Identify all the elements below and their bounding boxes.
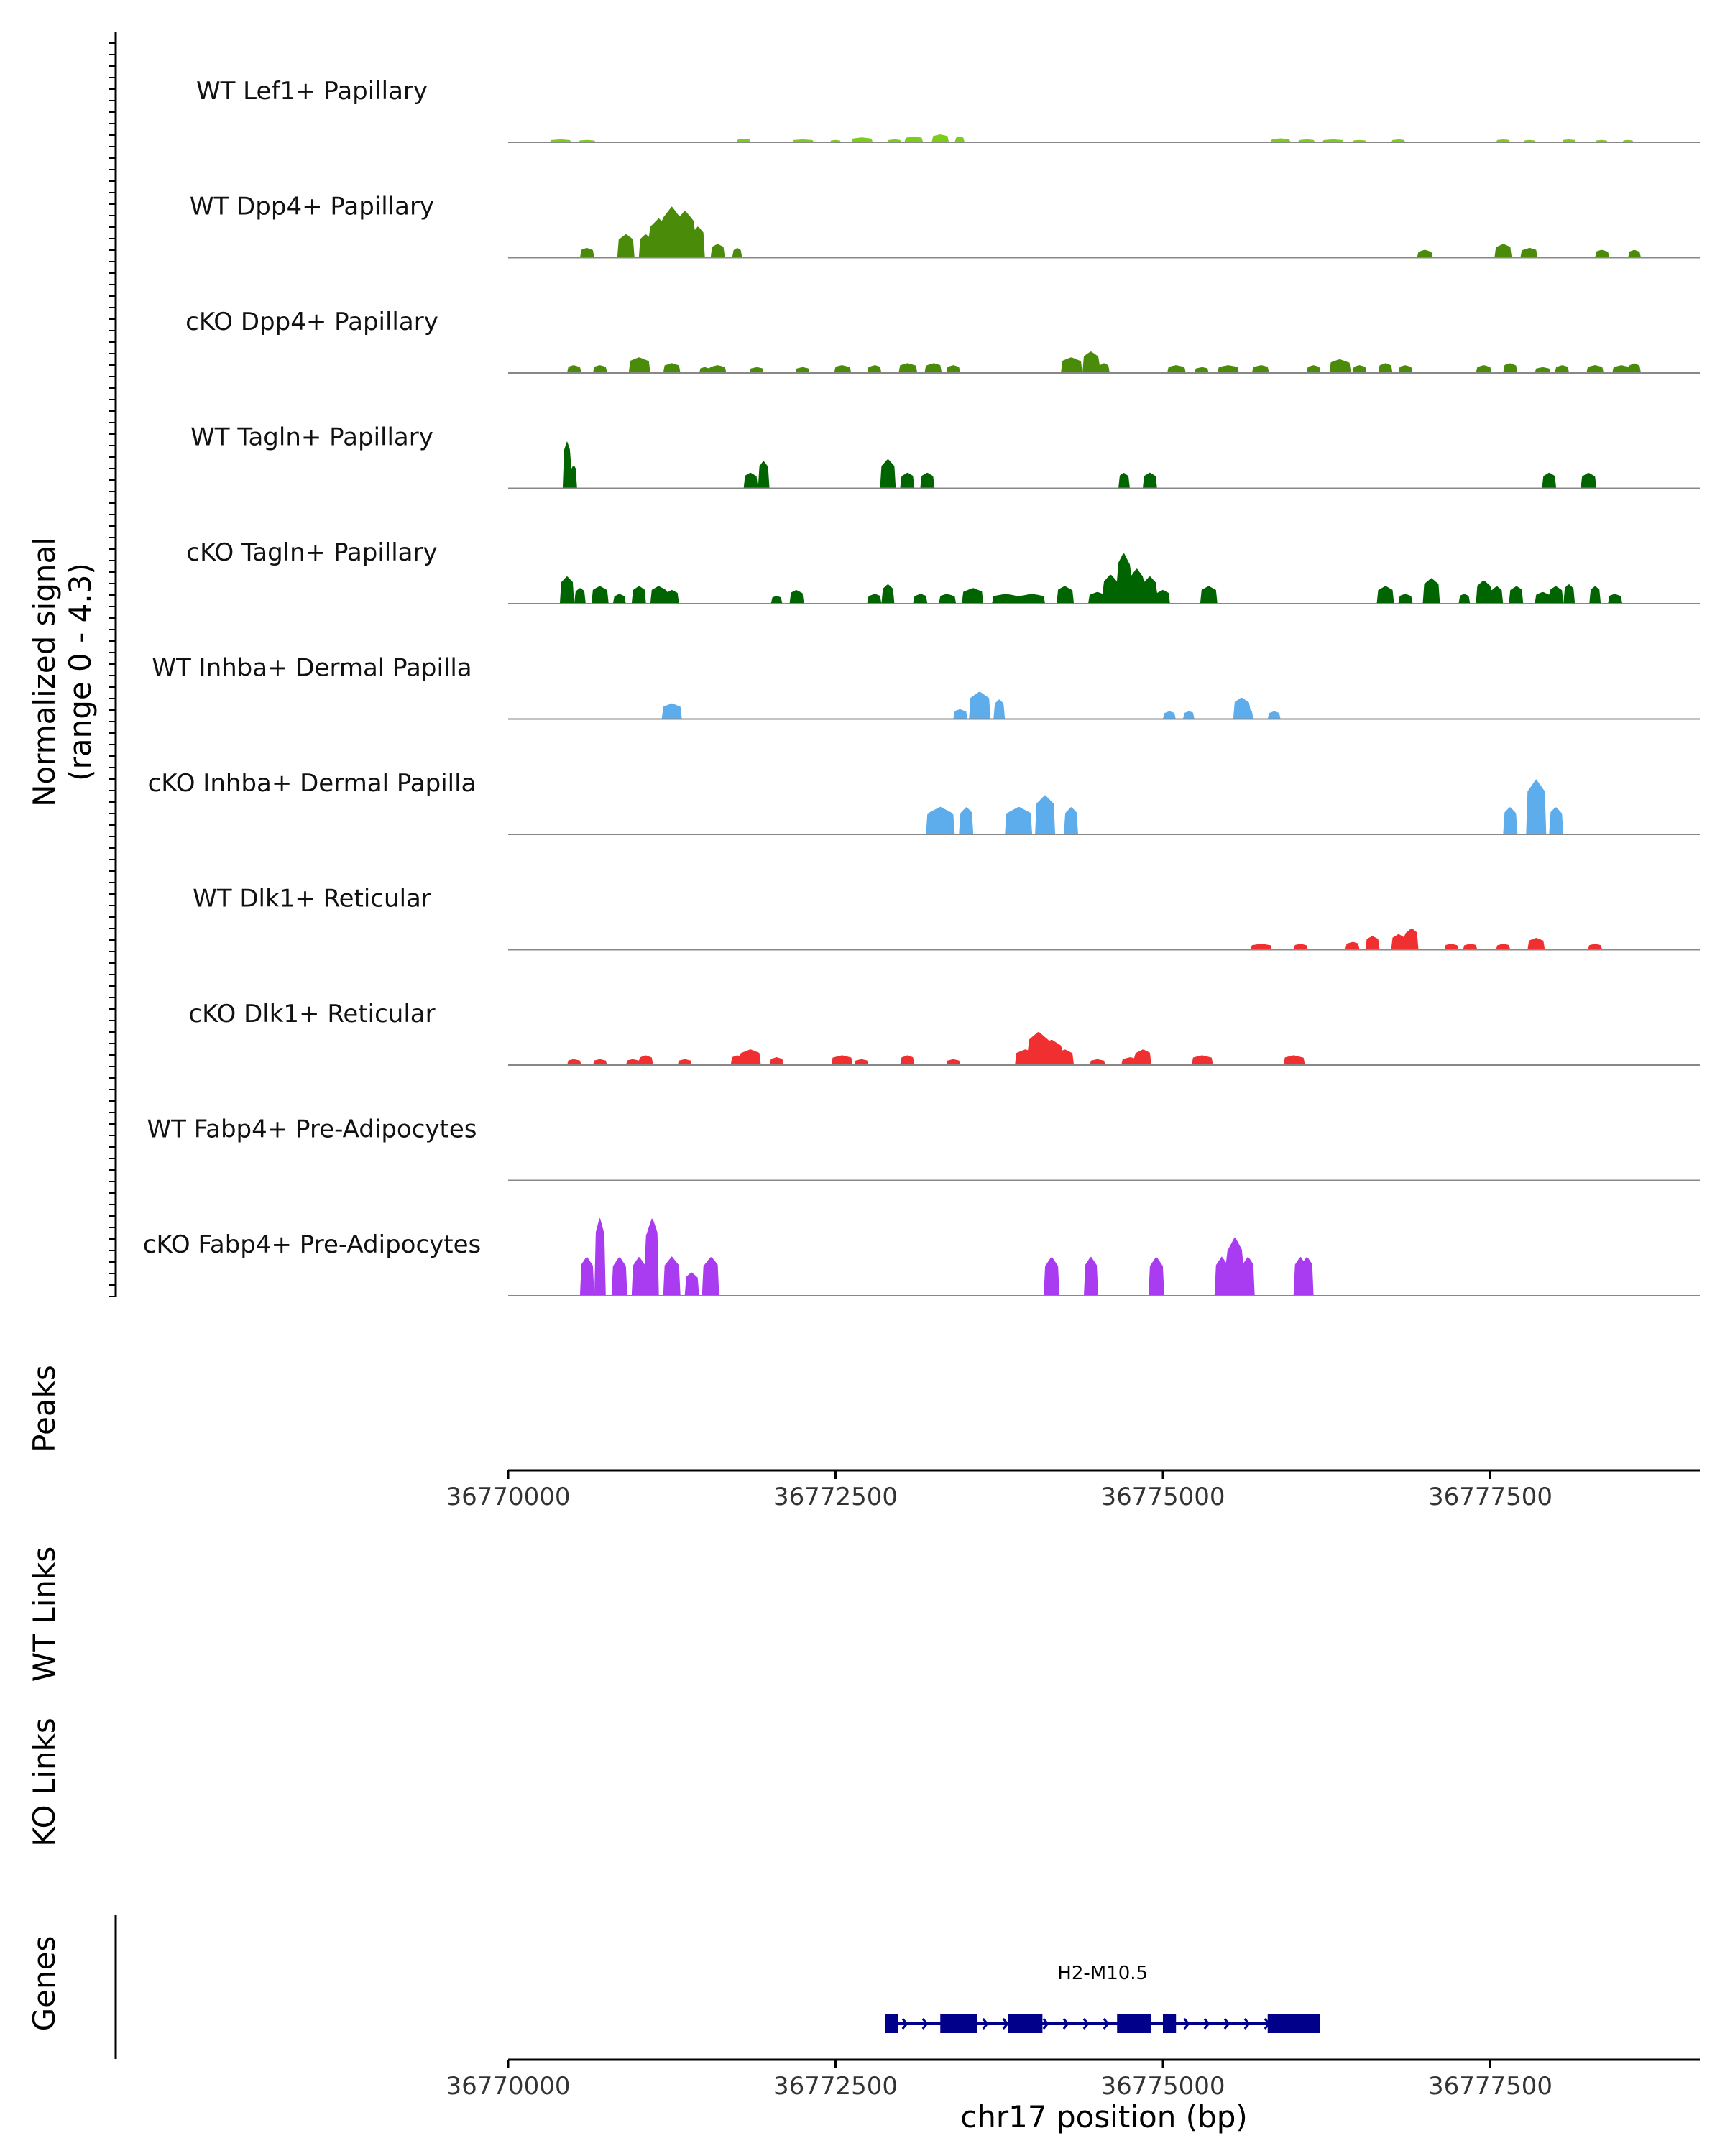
strand-arrow bbox=[1183, 2018, 1190, 2030]
coverage-area bbox=[508, 1032, 1700, 1065]
strand-arrow bbox=[1082, 2018, 1090, 2030]
track-label: WT Lef1+ Papillary bbox=[196, 77, 428, 106]
gene-exon bbox=[940, 2014, 978, 2033]
strand-arrow bbox=[901, 2018, 908, 2030]
wt-links-panel-label: WT Links bbox=[27, 1547, 62, 1682]
track-5: cKO Tagln+ Papillary bbox=[186, 538, 1700, 604]
y-axis-subtitle: (range 0 - 4.3) bbox=[63, 563, 98, 781]
track-label: WT Inhba+ Dermal Papilla bbox=[152, 654, 472, 683]
peaks-panel-label: Peaks bbox=[27, 1365, 62, 1452]
strand-arrow bbox=[1042, 2018, 1049, 2030]
strand-arrow bbox=[1203, 2018, 1210, 2030]
track-11: cKO Fabp4+ Pre-Adipocytes bbox=[143, 1217, 1700, 1296]
coverage-area bbox=[508, 1217, 1700, 1296]
coverage-area bbox=[508, 134, 1700, 142]
strand-arrow bbox=[982, 2018, 989, 2030]
strand-arrow bbox=[1243, 2018, 1251, 2030]
gene-exon bbox=[1162, 2014, 1177, 2033]
coverage-tracks: WT Lef1+ Papillary WT Dpp4+ Papillary cKO … bbox=[143, 77, 1700, 1296]
coverage-area bbox=[508, 928, 1700, 950]
track-label: cKO Dlk1+ Reticular bbox=[188, 1000, 435, 1028]
gene-label: H2-M10.5 bbox=[1057, 1963, 1148, 1984]
track-label: WT Fabp4+ Pre-Adipocytes bbox=[147, 1115, 477, 1144]
x-tick-label: 36777500 bbox=[1428, 2072, 1552, 2101]
x-tick-label: 36770000 bbox=[446, 2072, 570, 2101]
coverage-area bbox=[508, 351, 1700, 373]
strand-arrow bbox=[1062, 2018, 1070, 2030]
track-2: WT Dpp4+ Papillary bbox=[190, 193, 1700, 259]
strand-arrow bbox=[921, 2018, 929, 2030]
track-9: cKO Dlk1+ Reticular bbox=[188, 1000, 1700, 1066]
strand-arrow bbox=[1223, 2018, 1230, 2030]
gene-exon bbox=[1008, 2014, 1043, 2033]
x-tick-label: 36777500 bbox=[1428, 1483, 1552, 1511]
coverage-area bbox=[508, 779, 1700, 834]
gene-exon bbox=[885, 2014, 898, 2033]
x-tick-label: 36775000 bbox=[1100, 1483, 1225, 1511]
track-8: WT Dlk1+ Reticular bbox=[193, 885, 1700, 951]
gene-exon bbox=[1117, 2014, 1151, 2033]
x-tick-label: 36775000 bbox=[1100, 2072, 1225, 2101]
gene-annotation bbox=[885, 2014, 1320, 2033]
ko-links-panel-label: KO Links bbox=[27, 1718, 62, 1847]
gene-exon bbox=[1267, 2014, 1320, 2033]
genes-panel-label: Genes bbox=[27, 1936, 62, 2032]
track-label: WT Tagln+ Papillary bbox=[190, 423, 433, 452]
track-7: cKO Inhba+ Dermal Papilla bbox=[148, 769, 1700, 835]
track-label: cKO Dpp4+ Papillary bbox=[185, 308, 438, 336]
coverage-area bbox=[508, 553, 1700, 604]
track-1: WT Lef1+ Papillary bbox=[196, 77, 1700, 143]
x-axis-title: chr17 position (bp) bbox=[960, 2099, 1248, 2134]
coverage-area bbox=[508, 691, 1700, 719]
y-axis-title: Normalized signal bbox=[27, 537, 62, 807]
track-label: cKO Fabp4+ Pre-Adipocytes bbox=[143, 1230, 482, 1259]
track-label: cKO Tagln+ Papillary bbox=[186, 538, 437, 567]
track-6: WT Inhba+ Dermal Papilla bbox=[152, 654, 1700, 720]
signal-y-axis-ticks bbox=[109, 42, 116, 1297]
strand-arrow bbox=[1002, 2018, 1009, 2030]
track-label: WT Dlk1+ Reticular bbox=[193, 885, 431, 913]
track-label: WT Dpp4+ Papillary bbox=[190, 193, 434, 221]
coverage-area bbox=[508, 206, 1700, 258]
coverage-area bbox=[508, 441, 1700, 489]
x-tick-label: 36770000 bbox=[446, 1483, 570, 1511]
peaks-x-axis: 36770000 36772500 36775000 36777500 bbox=[446, 1470, 1552, 1511]
x-tick-label: 36772500 bbox=[773, 1483, 898, 1511]
strand-arrow bbox=[1103, 2018, 1110, 2030]
track-10: WT Fabp4+ Pre-Adipocytes bbox=[147, 1115, 1700, 1181]
track-label: cKO Inhba+ Dermal Papilla bbox=[148, 769, 477, 798]
track-3: cKO Dpp4+ Papillary bbox=[185, 308, 1700, 374]
track-4: WT Tagln+ Papillary bbox=[190, 423, 1700, 489]
x-tick-label: 36772500 bbox=[773, 2072, 898, 2101]
genes-x-axis: 36770000 36772500 36775000 36777500 bbox=[446, 2060, 1552, 2101]
